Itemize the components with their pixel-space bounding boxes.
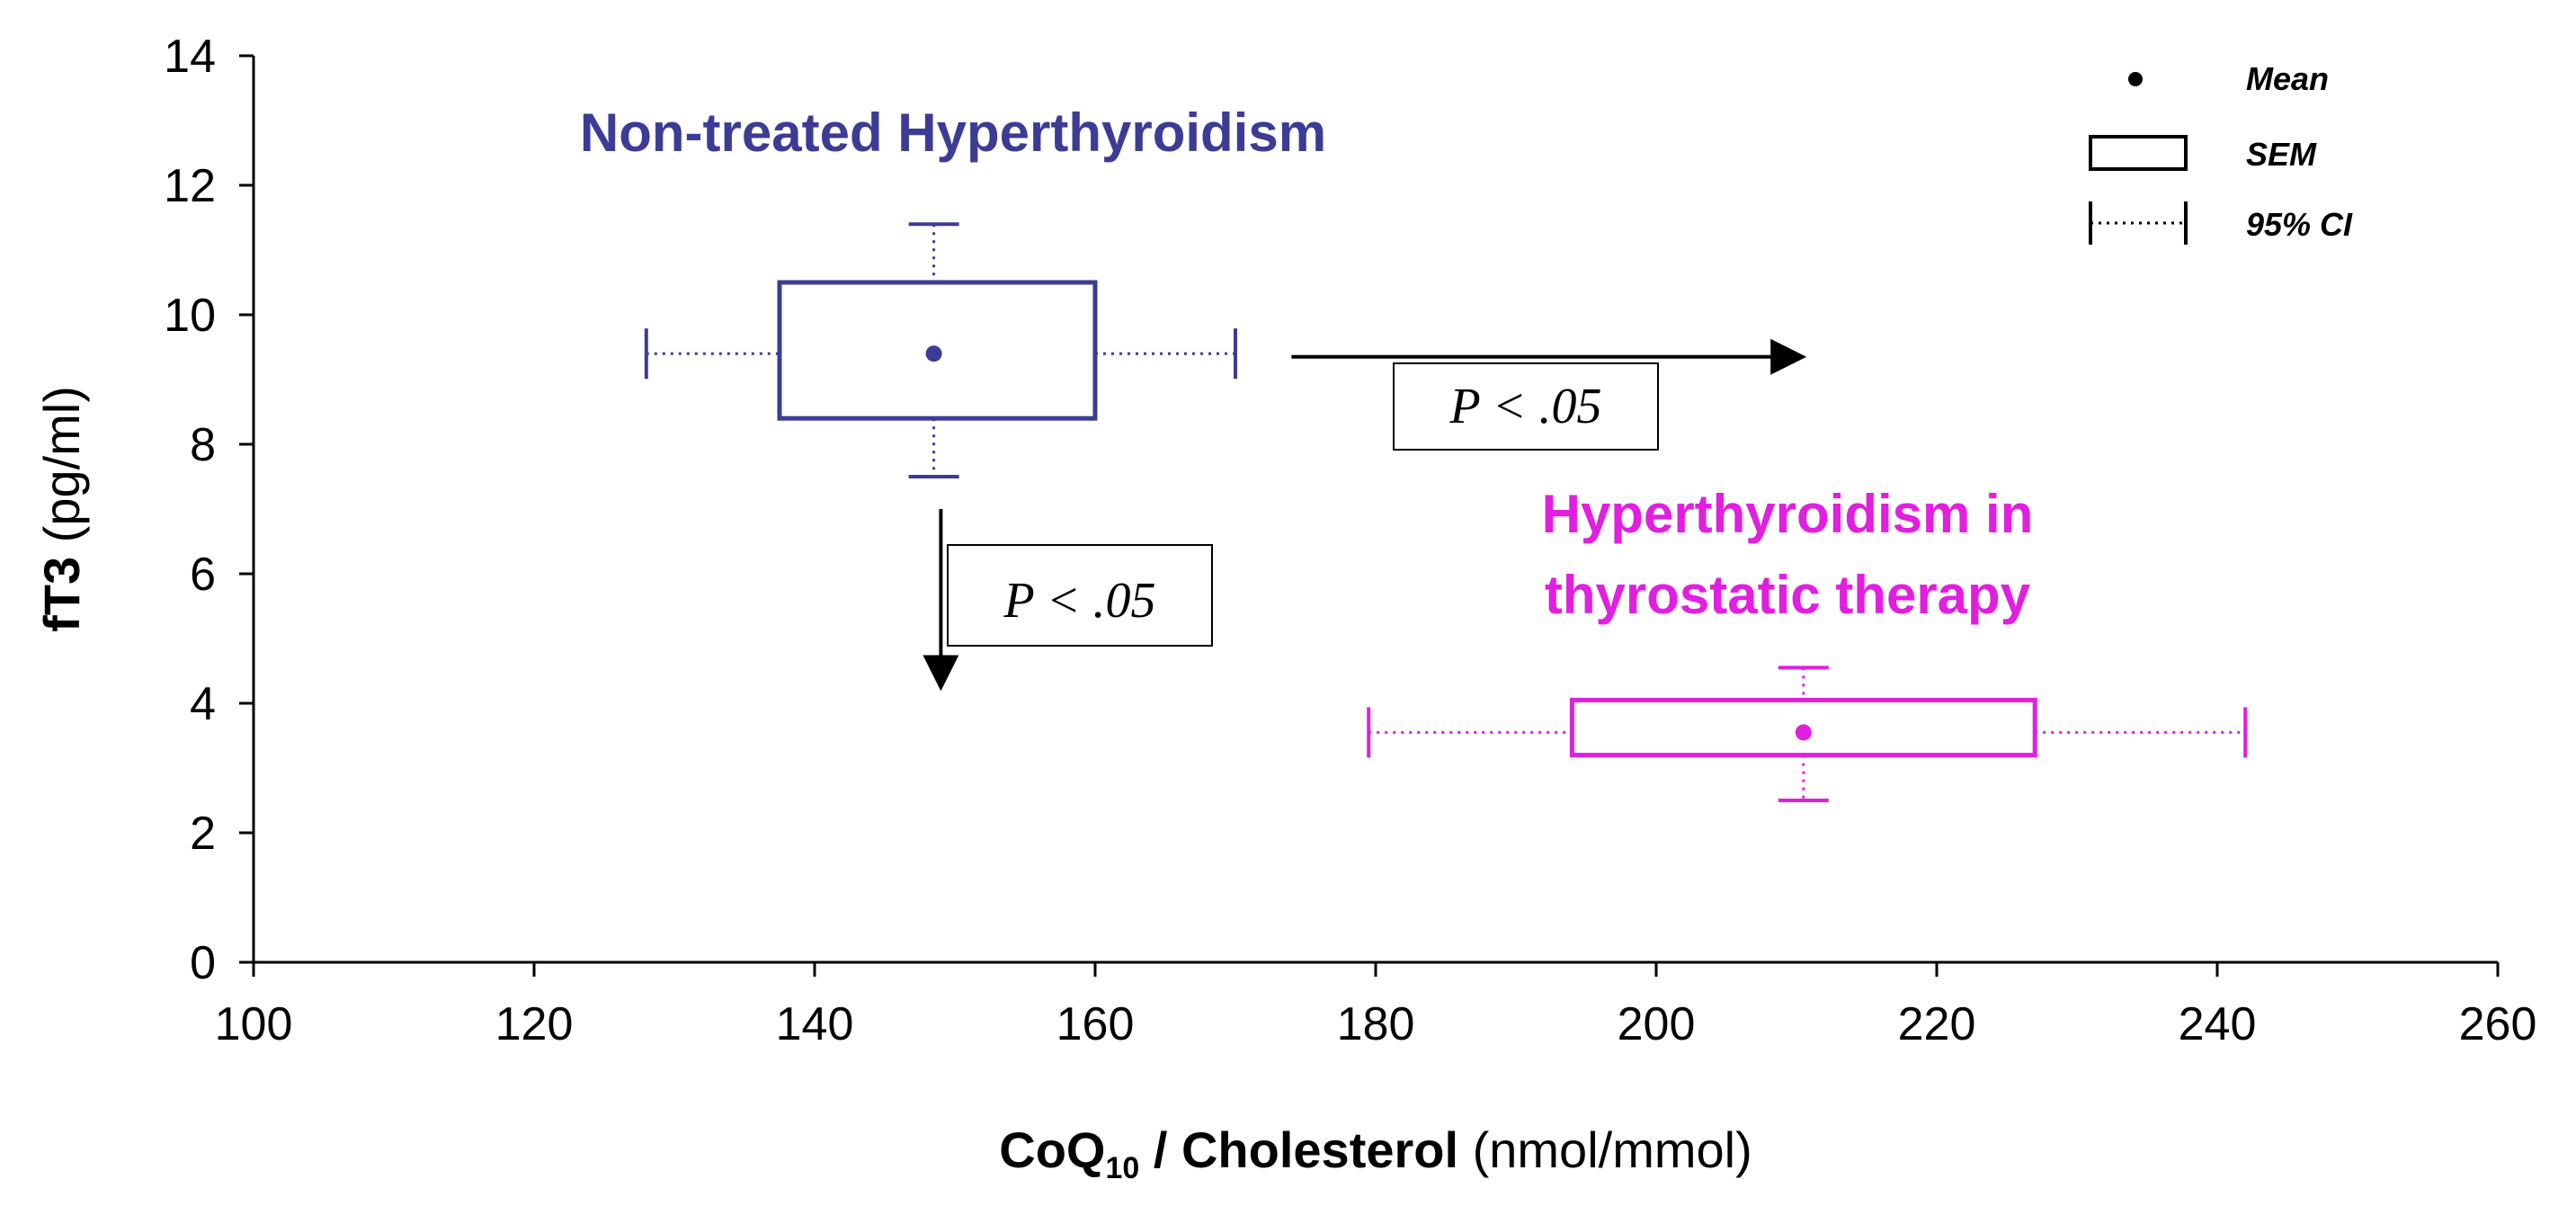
sem-box	[1569, 697, 2037, 758]
legend-sem-label: SEM	[2246, 136, 2317, 173]
y-axis-title-main: fT3	[33, 557, 90, 632]
y-tick-label: 12	[164, 160, 216, 212]
x-tick-label: 180	[1337, 998, 1415, 1050]
y-axis-title: fT3 (pg/ml)	[33, 386, 90, 632]
x-tick-label: 240	[2179, 998, 2257, 1050]
x-axis-title: CoQ10 / Cholesterol (nmol/mmol)	[999, 1121, 1752, 1185]
series-thyrostatic	[1367, 666, 2248, 802]
p-value-box-down	[947, 544, 1213, 647]
series-label-non-treated: Non-treated Hyperthyroidism	[580, 103, 1326, 163]
legend-mean-label: Mean	[2246, 60, 2329, 97]
y-tick-label: 0	[190, 937, 216, 989]
y-tick-label: 2	[190, 808, 216, 860]
legend-sem-symbol	[2089, 135, 2188, 171]
x-tick-label: 220	[1898, 998, 1976, 1050]
x-axis-title-rest: / Cholesterol	[1139, 1121, 1458, 1178]
p-value-box-right	[1393, 362, 1659, 451]
mean-point	[925, 345, 942, 362]
y-tick-label: 6	[190, 549, 216, 601]
x-tick-label: 160	[1056, 998, 1135, 1050]
legend-ci-label: 95% CI	[2246, 206, 2353, 243]
legend-mean-symbol	[2128, 72, 2143, 86]
x-axis-title-unit: (nmol/mmol)	[1458, 1121, 1752, 1178]
x-tick-label: 100	[215, 998, 293, 1050]
y-tick-label: 4	[190, 678, 216, 730]
p-value-label-down: P < .05	[1003, 573, 1156, 629]
mean-point	[1795, 724, 1812, 741]
x-tick-label: 120	[495, 998, 574, 1050]
x-tick-label: 140	[776, 998, 854, 1050]
x-tick-label: 200	[1618, 998, 1696, 1050]
series-label-thyrostatic-line2: thyrostatic therapy	[1545, 565, 2031, 625]
x-axis-title-subscript: 10	[1105, 1151, 1139, 1185]
series-label-thyrostatic-line1: Hyperthyroidism in	[1542, 484, 2034, 544]
sem-box	[777, 280, 1098, 421]
x-tick-label: 260	[2459, 998, 2537, 1050]
series-non-treated	[644, 222, 1237, 478]
y-axis-title-unit: (pg/ml)	[33, 386, 90, 557]
y-tick-label: 8	[190, 419, 216, 471]
y-tick-label: 14	[164, 31, 216, 83]
p-value-label-right: P < .05	[1449, 379, 1602, 434]
y-tick-label: 10	[164, 290, 216, 342]
x-axis-title-main: CoQ	[999, 1121, 1105, 1178]
